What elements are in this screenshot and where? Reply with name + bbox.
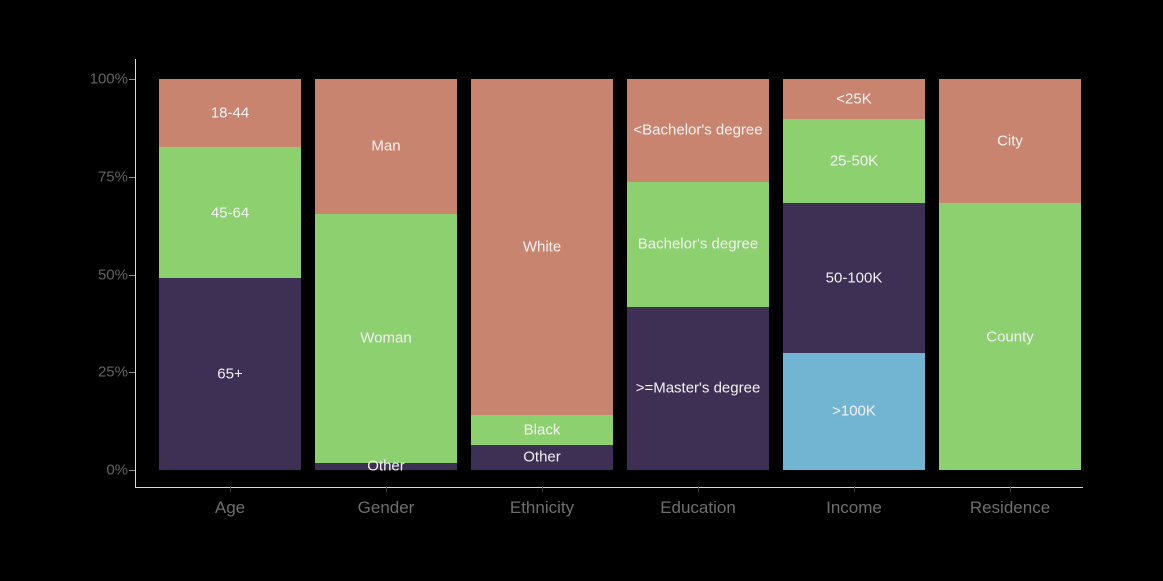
segment-label: 65+: [217, 365, 243, 383]
segment-label: >=Master's degree: [635, 379, 761, 397]
x-category-label: Income: [826, 498, 882, 517]
x-tick-mark: [698, 486, 699, 492]
bar-segment[interactable]: Bachelor's degree: [627, 181, 769, 307]
segment-label: <Bachelor's degree: [633, 121, 763, 139]
bar-education: <Bachelor's degree Bachelor's degree >=Mas…: [627, 79, 769, 470]
y-tick-mark: [129, 176, 135, 178]
bar-ethnicity: White Black Other: [471, 79, 613, 470]
y-axis-line: [135, 59, 136, 488]
bar-segment[interactable]: Other: [315, 458, 457, 475]
segment-label: Black: [523, 421, 561, 439]
segment-label: 50-100K: [825, 269, 883, 287]
y-tick-mark: [129, 372, 135, 374]
segment-label: 45-64: [210, 204, 250, 222]
segment-label: 18-44: [210, 104, 250, 122]
bar-segment[interactable]: 50-100K: [783, 202, 925, 353]
segment-label: 25-50K: [829, 152, 879, 170]
segment-label: City: [997, 132, 1023, 150]
x-category-label: Age: [214, 498, 246, 517]
y-tick-mark: [129, 274, 135, 276]
segment-label: Other: [523, 448, 561, 466]
segment-label: White: [522, 238, 562, 256]
y-tick-label: 0%: [106, 461, 128, 479]
bar-segment[interactable]: >100K: [783, 352, 925, 470]
bar-income: <25K 25-50K 50-100K >100K: [783, 79, 925, 470]
segment-label: Other: [367, 457, 405, 475]
bar-segment[interactable]: Black: [471, 415, 613, 445]
y-tick-label: 75%: [97, 168, 128, 186]
bar-segment[interactable]: Other: [471, 444, 613, 470]
bar-segment[interactable]: 45-64: [159, 147, 301, 279]
bar-segment[interactable]: <25K: [783, 79, 925, 120]
y-tick-label: 50%: [97, 266, 128, 283]
x-tick-mark: [1010, 486, 1011, 492]
x-tick-mark: [230, 486, 231, 492]
x-category-label: Gender: [357, 498, 415, 517]
bar-segment[interactable]: 65+: [159, 278, 301, 470]
x-category-label: Residence: [969, 498, 1051, 517]
x-axis-line: [135, 487, 1083, 488]
y-tick-mark: [129, 79, 135, 80]
bar-segment[interactable]: 25-50K: [783, 119, 925, 203]
x-tick-mark: [542, 486, 543, 492]
bar-segment[interactable]: Woman: [315, 213, 457, 463]
x-category-label: Ethnicity: [509, 498, 575, 517]
segment-label: County: [986, 328, 1034, 346]
bar-segment[interactable]: White: [471, 79, 613, 416]
segment-label: Bachelor's degree: [637, 235, 759, 253]
segment-label: Man: [371, 137, 401, 155]
bar-gender: Man Woman Other: [315, 79, 457, 475]
bar-segment[interactable]: <Bachelor's degree: [627, 79, 769, 182]
bar-segment[interactable]: City: [939, 79, 1081, 204]
segment-label: <25K: [836, 90, 872, 108]
x-category-label: Education: [660, 498, 736, 517]
y-tick-mark: [129, 470, 135, 471]
segment-label: Woman: [360, 329, 412, 347]
bar-segment[interactable]: 18-44: [159, 79, 301, 148]
bar-segment[interactable]: Man: [315, 79, 457, 214]
y-tick-label: 25%: [97, 363, 128, 381]
bar-segment[interactable]: County: [939, 203, 1081, 470]
y-tick-label: 100%: [89, 70, 128, 88]
bar-segment[interactable]: >=Master's degree: [627, 306, 769, 470]
segment-label: >100K: [832, 402, 876, 420]
x-tick-mark: [386, 486, 387, 492]
x-tick-mark: [854, 486, 855, 492]
bar-age: 18-44 45-64 65+: [159, 79, 301, 470]
bar-residence: City County: [939, 79, 1081, 470]
